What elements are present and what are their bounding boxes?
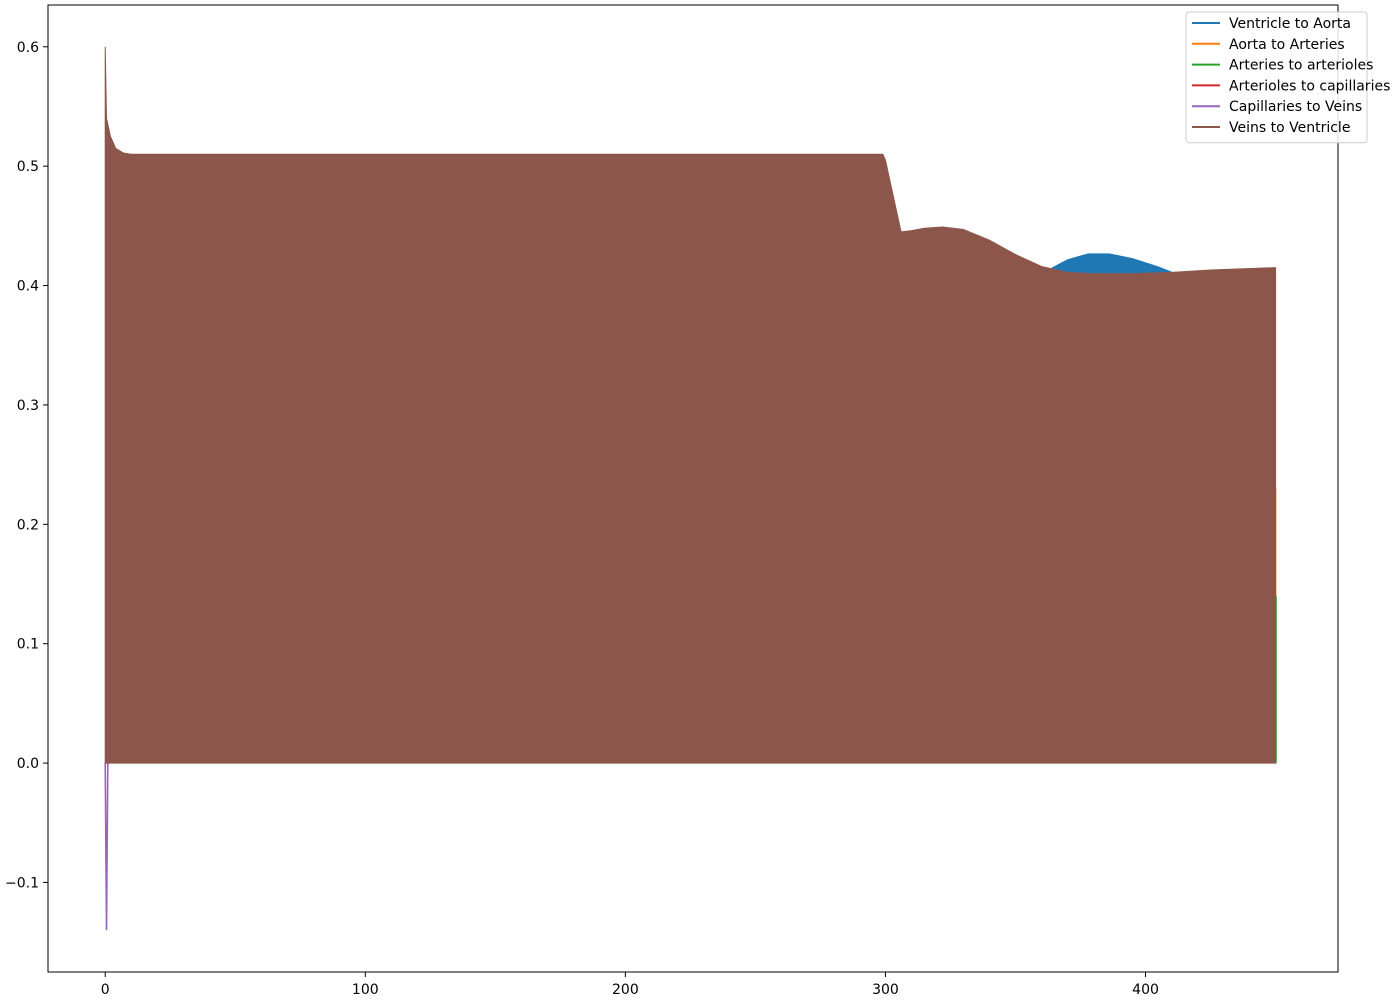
legend-label: Veins to Ventricle [1229,120,1350,136]
series-veins-to-ventricle [104,46,1277,764]
y-tick-label: 0.3 [17,398,39,414]
legend-label: Arteries to arterioles [1229,58,1373,74]
y-tick-label: 0.5 [17,159,39,175]
legend-label: Arterioles to capillaries [1229,78,1390,94]
y-tick-label: 0.2 [17,517,39,533]
x-tick-label: 300 [872,982,899,998]
axes: 0 100 200 300 400 −0.1 0.0 0.1 0.2 0.3 0.4 0.5 0.6 [5,4,1339,998]
legend-label: Capillaries to Veins [1229,99,1362,115]
x-tick-label: 0 [101,982,110,998]
y-tick-label: −0.1 [5,875,39,891]
legend-label: Ventricle to Aorta [1229,16,1351,32]
legend-box [1185,11,1368,144]
x-tick-label: 400 [1132,982,1159,998]
x-tick-label: 100 [352,982,379,998]
y-tick-label: 0.4 [17,279,39,295]
axes-frame [47,4,1339,973]
legend-label: Aorta to Arteries [1229,37,1345,53]
y-tick-label: 0.0 [17,756,39,772]
x-tick-label: 200 [612,982,639,998]
y-tick-label: 0.6 [17,40,39,56]
series-capillaries-to-veins [104,763,109,931]
plot-area [104,46,1277,931]
legend: Ventricle to Aorta Aorta to Arteries Arter… [1185,11,1390,144]
y-tick-label: 0.1 [17,637,39,653]
